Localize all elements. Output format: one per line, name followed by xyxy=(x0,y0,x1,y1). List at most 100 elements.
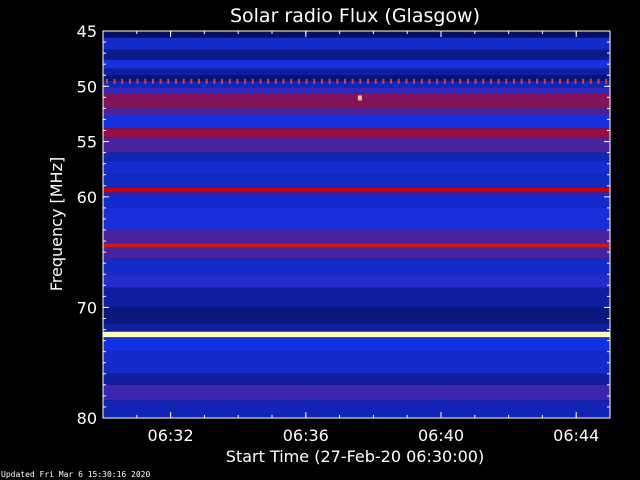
spectrum-band-7 xyxy=(103,87,610,93)
spectrum-band-11 xyxy=(103,128,610,138)
x-tick-label: 06:40 xyxy=(418,426,464,445)
periodic-marker xyxy=(512,78,515,84)
spectrum-band-0 xyxy=(103,31,610,38)
spectrum-band-21 xyxy=(103,247,610,259)
periodic-marker xyxy=(190,78,193,84)
periodic-marker xyxy=(374,78,377,84)
periodic-marker xyxy=(343,78,346,84)
periodic-marker xyxy=(428,78,431,84)
periodic-marker xyxy=(574,78,577,84)
periodic-marker xyxy=(390,78,393,84)
spectrum-band-26 xyxy=(103,324,610,332)
spectrum-band-9 xyxy=(103,108,610,116)
x-tick-label: 06:44 xyxy=(553,426,599,445)
periodic-markers xyxy=(105,78,608,101)
periodic-marker xyxy=(397,78,400,84)
x-tick-label: 06:36 xyxy=(283,426,329,445)
periodic-marker xyxy=(251,78,254,84)
y-tick-label: 80 xyxy=(77,409,97,428)
periodic-marker xyxy=(466,78,469,84)
periodic-marker xyxy=(128,78,131,84)
periodic-marker xyxy=(597,78,600,84)
periodic-marker xyxy=(582,78,585,84)
periodic-marker xyxy=(297,78,300,84)
periodic-marker xyxy=(528,78,531,84)
spectrum-band-30 xyxy=(103,373,610,385)
chart-title: Solar radio Flux (Glasgow) xyxy=(230,5,480,27)
spectrum-band-1 xyxy=(103,37,610,50)
spectrum-band-23 xyxy=(103,274,610,288)
periodic-marker xyxy=(405,78,408,84)
y-tick-label: 50 xyxy=(77,77,97,96)
y-axis: 45 50 55 60 70 80 xyxy=(77,22,610,428)
plot-frame xyxy=(102,30,611,419)
y-tick-label: 60 xyxy=(77,188,97,207)
spectrum-band-17 xyxy=(103,192,610,208)
spectrum-band-10 xyxy=(103,115,610,129)
x-axis: 06:32 06:36 06:40 06:44 xyxy=(136,31,599,445)
periodic-marker xyxy=(313,78,316,84)
spectrum-band-28 xyxy=(103,337,610,352)
y-tick-label: 55 xyxy=(77,133,97,152)
spectrum-band-5 xyxy=(103,75,610,81)
periodic-marker xyxy=(221,78,224,84)
spectrum-band-16 xyxy=(103,188,610,193)
spectrum-band-24 xyxy=(103,287,610,308)
spectrum-band-29 xyxy=(103,351,610,374)
spectrum-band-4 xyxy=(103,68,610,76)
periodic-marker xyxy=(497,78,500,84)
periodic-marker xyxy=(136,78,139,84)
periodic-marker xyxy=(351,78,354,84)
periodic-marker xyxy=(336,78,339,84)
periodic-marker xyxy=(121,78,124,84)
y-tick-label: 45 xyxy=(77,22,97,41)
x-axis-label: Start Time (27-Feb-20 06:30:00) xyxy=(226,447,484,466)
periodic-marker xyxy=(566,78,569,84)
spectrum-band-18 xyxy=(103,207,610,231)
periodic-marker xyxy=(443,78,446,84)
periodic-marker xyxy=(551,78,554,84)
periodic-marker xyxy=(205,78,208,84)
spectrum-band-19 xyxy=(103,230,610,244)
periodic-marker xyxy=(274,78,277,84)
y-axis-label: Frequency [MHz] xyxy=(47,157,66,291)
periodic-marker xyxy=(451,78,454,84)
periodic-marker xyxy=(489,78,492,84)
periodic-marker xyxy=(182,78,185,84)
y-tick-label: 70 xyxy=(77,298,97,317)
spectrum-band-6 xyxy=(103,80,610,88)
periodic-marker xyxy=(113,78,116,84)
periodic-marker xyxy=(543,78,546,84)
periodic-marker xyxy=(589,78,592,84)
plot-area xyxy=(103,31,610,418)
periodic-marker xyxy=(474,78,477,84)
periodic-marker xyxy=(420,78,423,84)
spectrum-band-3 xyxy=(103,59,610,69)
periodic-marker xyxy=(267,78,270,84)
periodic-marker xyxy=(305,78,308,84)
periodic-marker xyxy=(605,78,608,84)
periodic-marker xyxy=(482,78,485,84)
periodic-marker xyxy=(328,78,331,84)
periodic-marker xyxy=(320,78,323,84)
periodic-marker xyxy=(505,78,508,84)
periodic-marker xyxy=(520,78,523,84)
periodic-marker xyxy=(167,78,170,84)
periodic-marker xyxy=(151,78,154,84)
periodic-marker xyxy=(290,78,293,84)
spectrum-band-14 xyxy=(103,161,610,175)
periodic-marker xyxy=(244,78,247,84)
periodic-marker xyxy=(559,78,562,84)
periodic-marker xyxy=(228,78,231,84)
periodic-marker xyxy=(105,78,108,84)
periodic-marker xyxy=(536,78,539,84)
spectrum-band-13 xyxy=(103,152,610,162)
x-tick-label: 06:32 xyxy=(148,426,194,445)
periodic-marker xyxy=(159,78,162,84)
bright-spot xyxy=(357,95,362,101)
periodic-marker xyxy=(259,78,262,84)
spectrum-band-31 xyxy=(103,384,610,401)
periodic-marker xyxy=(459,78,462,84)
spectrum-band-22 xyxy=(103,258,610,275)
